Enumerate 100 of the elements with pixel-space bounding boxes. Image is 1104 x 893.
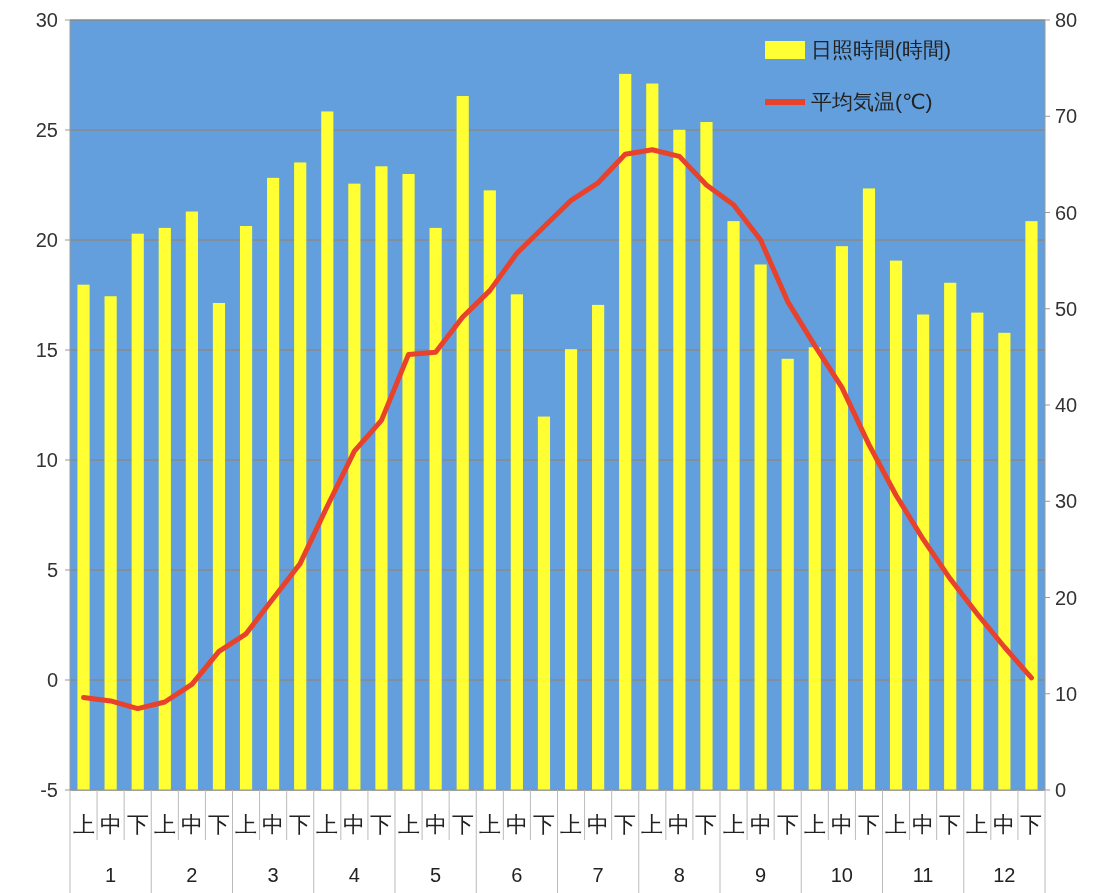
x-tick-label: 下: [1020, 812, 1043, 837]
x-tick-label: 中: [505, 812, 528, 837]
x-tick-label: 中: [343, 812, 366, 837]
bar: [944, 282, 957, 790]
x-tick-label: 上: [478, 812, 501, 837]
x-tick-label: 中: [993, 812, 1016, 837]
x-tick-label: 中: [749, 812, 772, 837]
x-tick-label: 下: [776, 812, 799, 837]
x-tick-label: 下: [126, 812, 149, 837]
bar: [131, 233, 144, 790]
legend-label: 日照時間(時間): [811, 38, 951, 62]
bar: [348, 183, 361, 790]
text: 5: [430, 864, 442, 886]
x-tick-label: 上: [153, 812, 176, 837]
y2-tick-label: 40: [1055, 394, 1078, 416]
text: 4: [348, 864, 360, 886]
y-tick-label: 10: [35, 449, 58, 471]
x-tick-label: 上: [560, 812, 583, 837]
bar: [456, 96, 469, 790]
bar: [971, 312, 984, 790]
x-tick-label: 中: [668, 812, 691, 837]
text: 2: [186, 864, 198, 886]
bar: [564, 349, 578, 790]
bar: [1025, 221, 1038, 790]
y-tick-label: 25: [35, 119, 58, 141]
bar: [808, 347, 821, 790]
bar: [212, 302, 226, 790]
bar: [673, 129, 686, 790]
x-tick-label: 中: [912, 812, 935, 837]
bar: [483, 190, 496, 790]
text: 6: [511, 864, 523, 886]
bar: [754, 264, 767, 790]
x-tick-label: 上: [966, 812, 989, 837]
text: 7: [592, 864, 604, 886]
bar: [429, 227, 442, 790]
text: 12: [993, 864, 1016, 886]
bar: [104, 296, 117, 790]
bar: [727, 221, 740, 790]
x-tick-label: 上: [885, 812, 908, 837]
y2-tick-label: 70: [1055, 105, 1078, 128]
x-tick-label: 下: [614, 812, 637, 837]
y2-tick-label: 50: [1055, 297, 1078, 320]
x-tick-label: 中: [99, 812, 122, 837]
x-tick-label: 上: [722, 812, 745, 837]
y-tick-label: 5: [46, 559, 58, 581]
bar: [402, 174, 415, 790]
x-tick-label: 下: [370, 812, 393, 837]
x-tick-label: 中: [180, 812, 203, 837]
y2-tick-label: 10: [1055, 682, 1078, 705]
bar: [592, 304, 605, 790]
bar: [835, 246, 848, 790]
x-tick-label: 下: [532, 812, 555, 837]
bar: [77, 284, 90, 790]
text: 8: [673, 864, 685, 886]
legend-label: 平均気温(℃): [811, 90, 933, 114]
text: 10: [830, 864, 853, 886]
x-tick-label: 中: [424, 812, 447, 837]
bar: [998, 332, 1011, 790]
bar: [646, 83, 659, 790]
y-tick-label: 30: [35, 9, 58, 31]
x-tick-label: 下: [451, 812, 474, 837]
bar: [239, 225, 253, 790]
bar: [619, 73, 632, 790]
bar: [185, 211, 198, 790]
x-tick-label: 上: [316, 812, 339, 837]
bar: [862, 188, 876, 790]
y2-tick-label: 20: [1055, 586, 1078, 609]
text: 9: [755, 864, 767, 886]
x-tick-label: 中: [830, 812, 853, 837]
x-tick-label: 中: [262, 812, 285, 837]
y-tick-label: 20: [35, 229, 58, 251]
x-tick-label: 下: [857, 812, 880, 837]
bar: [510, 294, 523, 790]
bar: [917, 314, 930, 790]
y-tick-label: 15: [35, 339, 58, 361]
y2-tick-label: 60: [1055, 201, 1078, 224]
x-tick-label: 下: [939, 812, 962, 837]
y2-tick-label: 80: [1055, 9, 1078, 31]
x-tick-label: 上: [803, 812, 826, 837]
text: 11: [912, 864, 934, 886]
y-tick-label: -5: [40, 779, 58, 801]
bar: [321, 111, 334, 790]
bar: [537, 416, 551, 790]
y-tick-label: 0: [46, 669, 58, 691]
text: 1: [105, 864, 117, 886]
y2-tick-label: 0: [1055, 779, 1067, 801]
x-tick-label: 下: [207, 812, 230, 837]
bar: [294, 162, 307, 790]
bar: [158, 227, 171, 790]
x-tick-label: 上: [641, 812, 664, 837]
y2-tick-label: 30: [1055, 490, 1078, 513]
bar: [375, 166, 388, 790]
x-tick-label: 上: [72, 812, 95, 837]
x-tick-label: 下: [695, 812, 718, 837]
x-tick-label: 中: [587, 812, 610, 837]
bar: [267, 177, 280, 790]
bar: [700, 122, 713, 790]
bar: [889, 260, 903, 790]
x-tick-label: 上: [235, 812, 258, 837]
x-tick-label: 上: [397, 812, 420, 837]
